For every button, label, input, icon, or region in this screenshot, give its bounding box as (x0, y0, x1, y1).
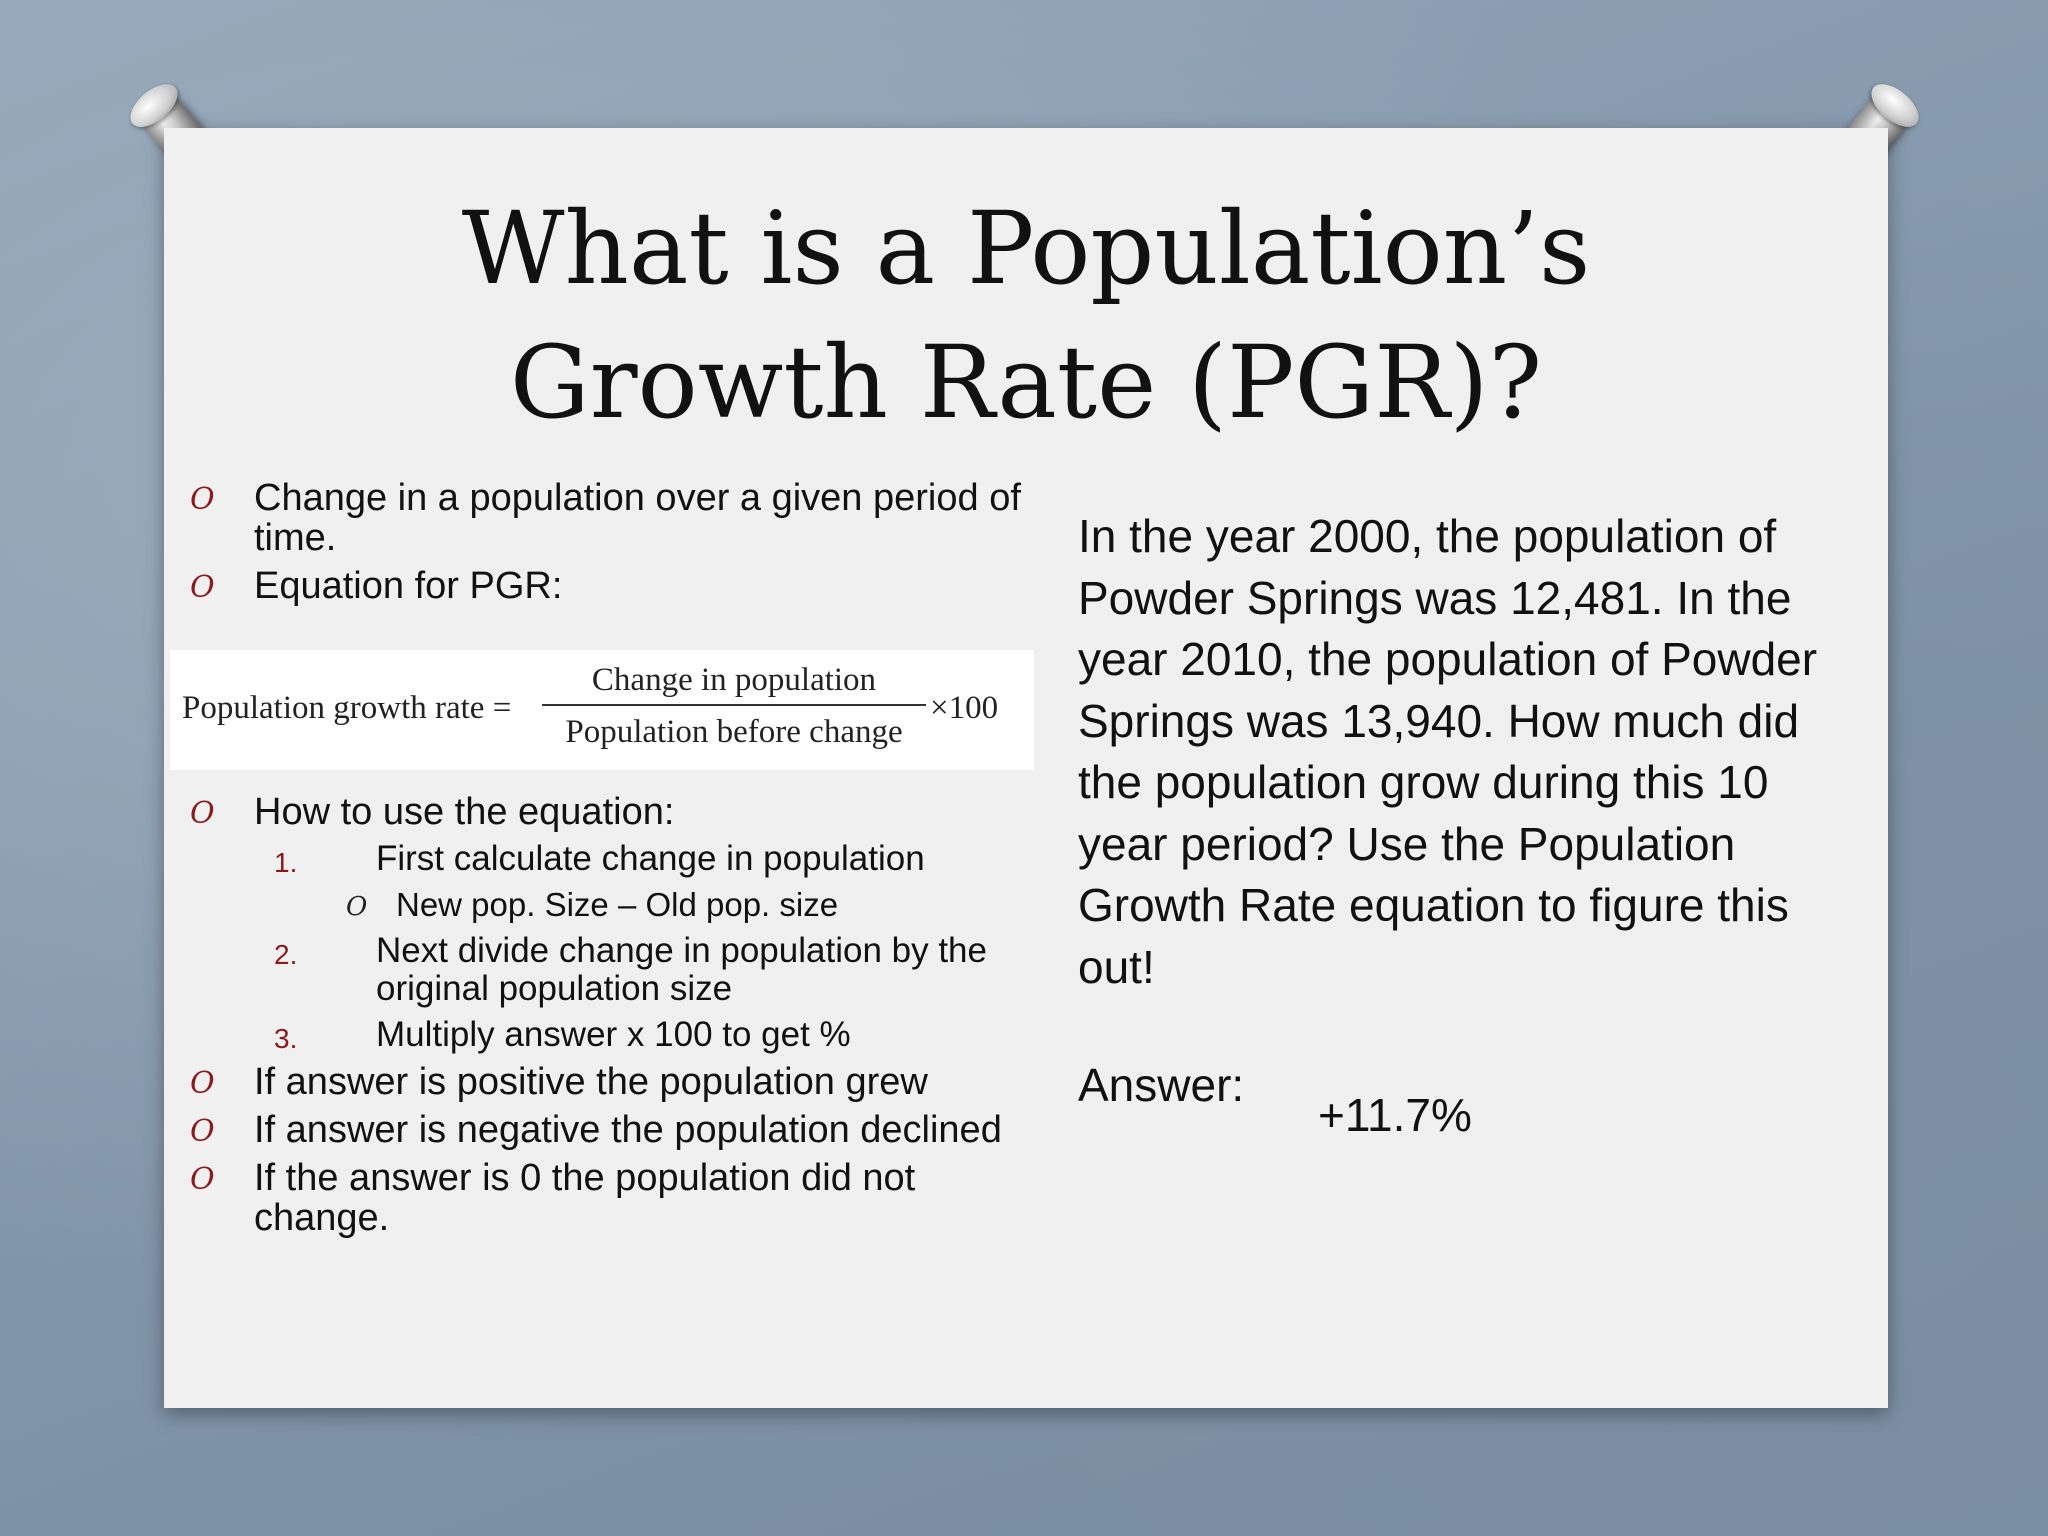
definition-column: O Change in a population over a given pe… (170, 478, 1050, 1246)
bullet-text: How to use the equation: (254, 791, 675, 833)
slide-title: What is a Population’s Growth Rate (PGR)… (164, 182, 1888, 450)
sub-bullet-marker-icon: O (346, 892, 368, 922)
sub-step: O New pop. Size – Old pop. size (190, 886, 1050, 924)
problem-column: In the year 2000, the population of Powd… (1078, 506, 1868, 998)
step-text: Multiply answer x 100 to get % (376, 1015, 851, 1054)
step-2: 2. Next divide change in population by t… (190, 932, 1050, 1008)
bullet-text: If answer is negative the population dec… (254, 1109, 1002, 1151)
step-text: Next divide change in population by the … (376, 931, 987, 1008)
bullet-marker-icon: O (190, 482, 215, 517)
bullet-text: If the answer is 0 the population did no… (254, 1157, 916, 1239)
equation-numerator: Change in population (591, 662, 877, 698)
bullet-positive: O If answer is positive the population g… (190, 1062, 1050, 1102)
bullet-equation-label: O Equation for PGR: (190, 566, 1050, 606)
fraction-bar (542, 704, 926, 706)
step-number: 3. (274, 1023, 298, 1054)
pgr-equation: Population growth rate = Change in popul… (170, 650, 1034, 770)
answer-value: +11.7% (1318, 1089, 1472, 1141)
step-1: 1. First calculate change in population (190, 839, 1050, 879)
bullet-marker-icon: O (190, 1114, 215, 1149)
bullet-zero: O If the answer is 0 the population did … (190, 1158, 1050, 1238)
bullet-text: Change in a population over a given peri… (254, 477, 1021, 559)
title-line-2: Growth Rate (PGR)? (509, 324, 1543, 441)
step-text: First calculate change in population (376, 839, 925, 878)
bullet-marker-icon: O (190, 1066, 215, 1101)
step-number: 2. (274, 939, 298, 970)
equation-multiplier: ×100 (930, 690, 999, 726)
bullet-negative: O If answer is negative the population d… (190, 1110, 1050, 1150)
bullet-how-to: O How to use the equation: (190, 792, 1050, 832)
bullet-text: Equation for PGR: (254, 565, 563, 607)
equation-denominator: Population before change (565, 714, 903, 750)
equation-lhs: Population growth rate = (182, 690, 512, 726)
problem-text: In the year 2000, the population of Powd… (1078, 510, 1818, 993)
bullet-text: If answer is positive the population gre… (254, 1061, 928, 1103)
bullet-definition: O Change in a population over a given pe… (190, 478, 1050, 558)
bullet-marker-icon: O (190, 796, 215, 831)
answer-label: Answer: (1078, 1059, 1245, 1111)
bullet-marker-icon: O (190, 570, 215, 605)
sub-step-text: New pop. Size – Old pop. size (396, 886, 839, 923)
title-line-1: What is a Population’s (461, 190, 1591, 307)
step-number: 1. (274, 847, 298, 878)
bullet-marker-icon: O (190, 1162, 215, 1197)
step-3: 3. Multiply answer x 100 to get % (190, 1015, 1050, 1055)
equation-fraction: Change in population Population before c… (542, 660, 926, 752)
